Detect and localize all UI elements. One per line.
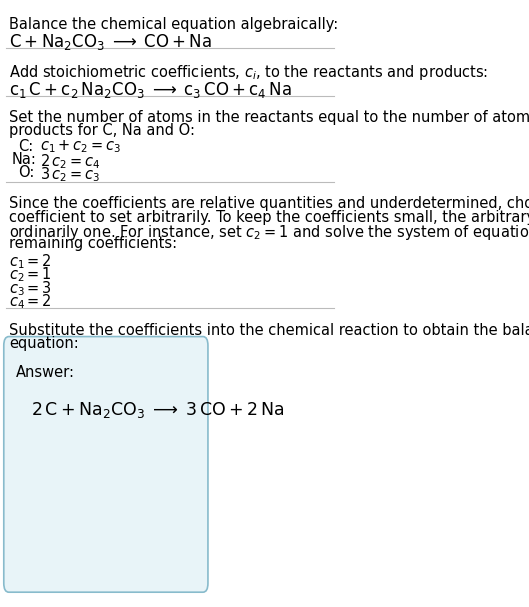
Text: Substitute the coefficients into the chemical reaction to obtain the balanced: Substitute the coefficients into the che…	[10, 323, 529, 337]
Text: products for C, Na and O:: products for C, Na and O:	[10, 123, 196, 138]
Text: $c_2 = 1$: $c_2 = 1$	[10, 266, 52, 284]
Text: O:: O:	[18, 165, 34, 180]
Text: coefficient to set arbitrarily. To keep the coefficients small, the arbitrary va: coefficient to set arbitrarily. To keep …	[10, 209, 529, 225]
Text: Add stoichiometric coefficients, $c_i$, to the reactants and products:: Add stoichiometric coefficients, $c_i$, …	[10, 63, 489, 82]
Text: $3\,c_2 = c_3$: $3\,c_2 = c_3$	[40, 165, 100, 184]
Text: C:: C:	[18, 139, 33, 154]
Text: remaining coefficients:: remaining coefficients:	[10, 236, 178, 251]
Text: $c_4 = 2$: $c_4 = 2$	[10, 292, 52, 311]
Text: $2\,c_2 = c_4$: $2\,c_2 = c_4$	[40, 152, 100, 171]
Text: $c_1 = 2$: $c_1 = 2$	[10, 253, 52, 271]
Text: $\mathsf{c_1\, C + c_2\, Na_2CO_3 \;\longrightarrow\; c_3\, CO + c_4\, Na}$: $\mathsf{c_1\, C + c_2\, Na_2CO_3 \;\lon…	[10, 80, 292, 100]
Text: ordinarily one. For instance, set $c_2 = 1$ and solve the system of equations fo: ordinarily one. For instance, set $c_2 =…	[10, 223, 529, 242]
Text: $c_3 = 3$: $c_3 = 3$	[10, 279, 52, 297]
Text: equation:: equation:	[10, 336, 79, 351]
Text: Since the coefficients are relative quantities and underdetermined, choose a: Since the coefficients are relative quan…	[10, 197, 529, 211]
Text: Balance the chemical equation algebraically:: Balance the chemical equation algebraica…	[10, 16, 339, 32]
Text: Answer:: Answer:	[16, 365, 75, 380]
FancyBboxPatch shape	[4, 336, 208, 592]
Text: $c_1 + c_2 = c_3$: $c_1 + c_2 = c_3$	[40, 139, 121, 155]
Text: $\mathsf{C + Na_2CO_3 \;\longrightarrow\; CO + Na}$: $\mathsf{C + Na_2CO_3 \;\longrightarrow\…	[10, 32, 213, 52]
Text: Set the number of atoms in the reactants equal to the number of atoms in the: Set the number of atoms in the reactants…	[10, 110, 529, 125]
Text: Na:: Na:	[11, 152, 36, 167]
Text: $\mathsf{2\,C + Na_2CO_3 \;\longrightarrow\; 3\,CO + 2\,Na}$: $\mathsf{2\,C + Na_2CO_3 \;\longrightarr…	[31, 400, 285, 419]
